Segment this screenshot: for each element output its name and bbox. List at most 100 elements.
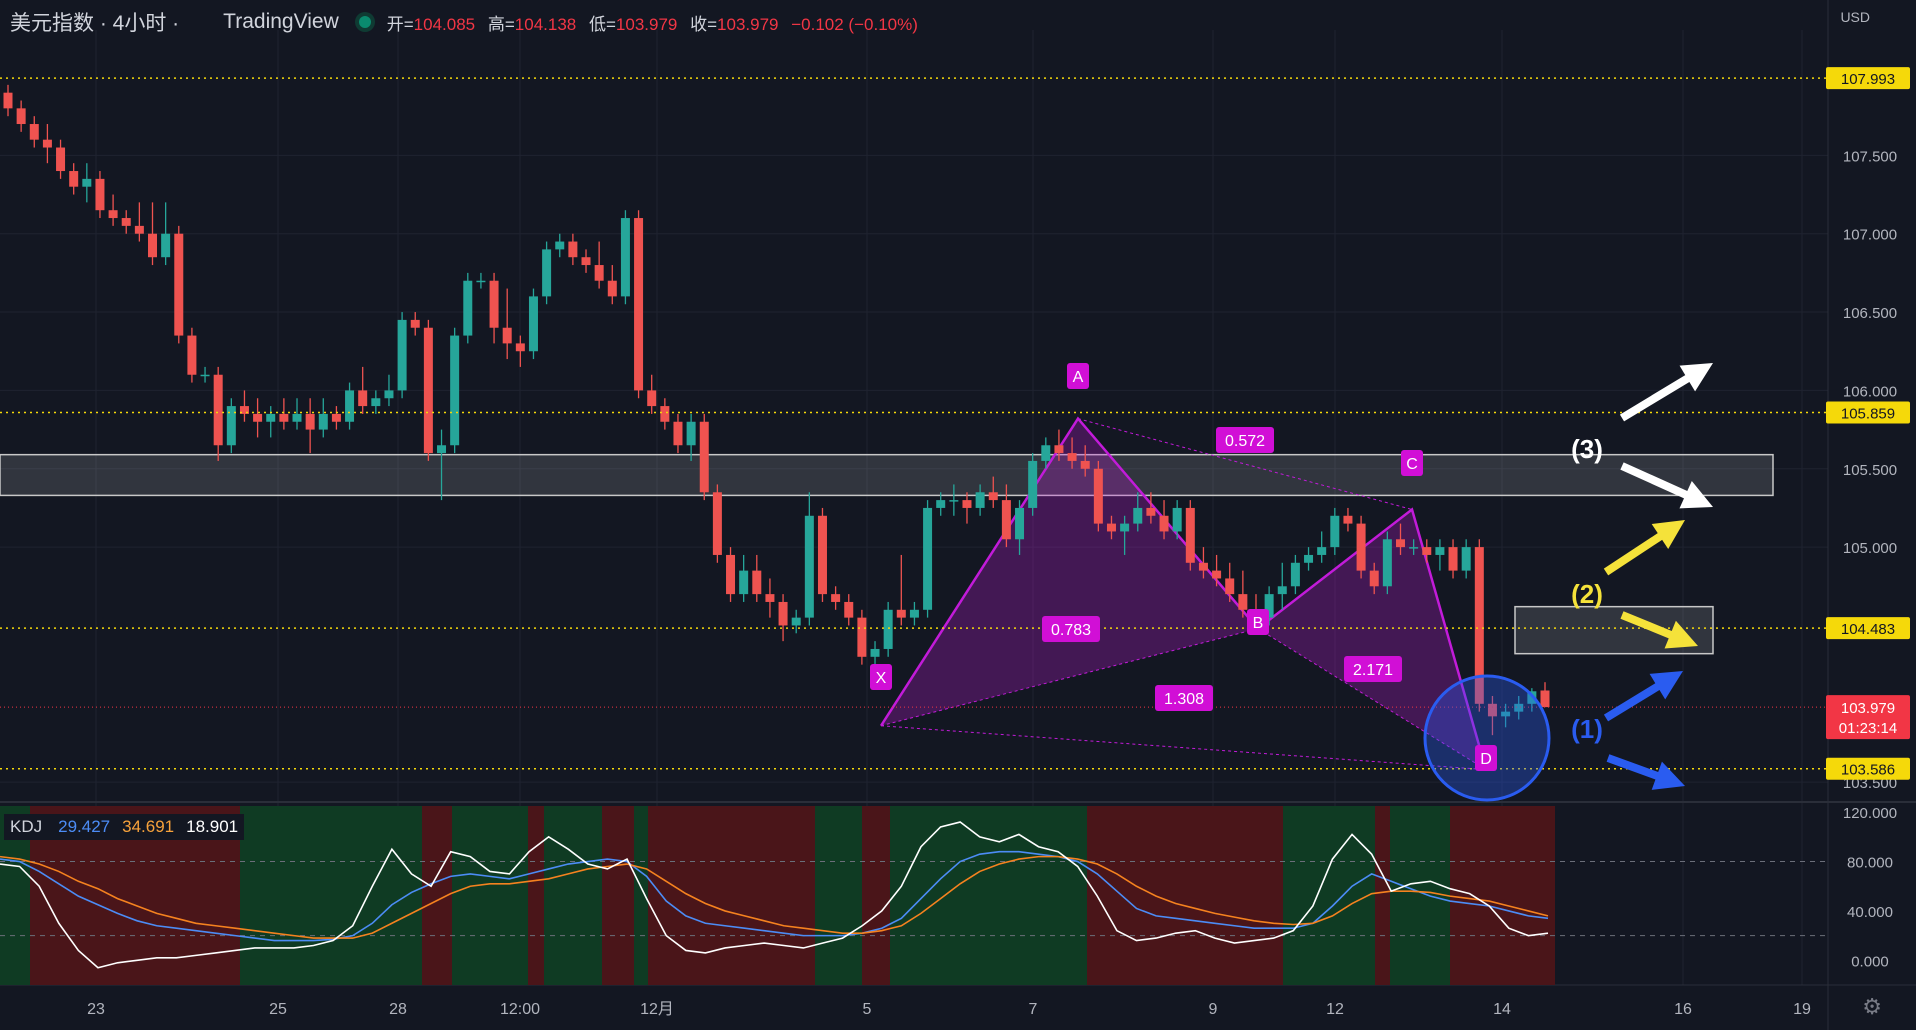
candle-body [1015,507,1025,540]
candle-body [1264,594,1274,618]
candle-body [1435,547,1445,555]
kdj-tick-label: 40.000 [1847,904,1893,921]
pattern-ratio-line [1077,418,1413,510]
kdj-tick-label: 120.000 [1843,805,1897,822]
ratio-xd-box [1155,685,1213,711]
resistance-zone-upper [0,453,1774,497]
candle-body [1501,711,1511,717]
market-status-icon [358,16,371,28]
candle-body [29,124,39,140]
kdj-zone-bear [648,806,815,985]
kdj-d-value: 34.691 [122,817,175,836]
candle-body [69,171,79,187]
price-label-top-box [1826,67,1910,90]
candle-body [660,406,670,422]
kdj-zone-bear [1450,806,1555,985]
candle-body [1540,690,1550,708]
candle-body [1487,703,1497,717]
ratio-xb: 0.783 [1051,622,1091,639]
label-a: A [1073,369,1084,386]
label-x: X [876,670,887,687]
candle-body [108,210,118,219]
candle-body [253,413,263,422]
candlestick-series [3,84,1550,736]
currency-selector[interactable]: USD [1840,9,1870,25]
settings-gear-icon[interactable]: ⚙ [1862,994,1882,1019]
kdj-zone-bull [544,806,602,985]
time-tick-label: 14 [1493,1001,1511,1018]
candle-body [161,233,171,258]
candle-body [1448,547,1458,571]
kdj-zone-bear [1375,806,1390,985]
candle-body [1041,445,1051,461]
time-tick-label: 25 [269,1001,287,1018]
candle-body [121,218,131,226]
time-tick-label: 19 [1793,1001,1811,1018]
candle-body [1474,547,1484,704]
candle-body [1290,562,1300,587]
time-tick-label: 12月 [640,1001,674,1018]
time-tick-label: 23 [87,1001,105,1018]
candle-body [1133,507,1143,524]
candle-body [1395,539,1405,548]
ratio-bd: 2.171 [1353,662,1393,679]
candle-body [16,108,26,125]
kdj-line-k [0,850,1549,942]
candle-body [1461,547,1471,571]
candle-body [489,280,499,328]
price-label-mid-box [1826,401,1910,424]
kdj-zone-bull [815,806,862,985]
candle-body [673,421,683,446]
candle-body [134,225,144,234]
pattern-triangle-xab [881,418,1258,726]
candle-body [1106,523,1116,532]
candle-body [174,233,184,336]
price-label-level2-box [1826,617,1910,640]
kdj-title: KDJ [10,817,43,836]
resistance-zones [0,453,1774,655]
candle-body [266,413,276,422]
price-axis: 107.500 107.000 106.500 106.000 105.500 105.0… [1826,67,1910,970]
candle-body [187,335,197,375]
candle-body [1067,453,1077,461]
candle-body [410,319,420,328]
time-axis: 23 25 28 12:00 12月 5 7 9 12 14 16 19 [87,1001,1811,1018]
price-tick-label: 105.500 [1843,462,1897,479]
label-c-box [1401,450,1423,476]
candle-body [95,178,105,211]
candle-body [765,594,775,602]
candle-body [1198,562,1208,571]
pattern-ratio-line [880,725,1487,771]
candle-body [1185,507,1195,563]
candle-body [423,327,433,454]
arrow-up-white-icon [1619,363,1713,422]
source-name: TradingView [223,10,339,33]
price-tick-label: 107.000 [1843,227,1897,244]
symbol-title[interactable]: 美元指数 · 4小时 · [10,12,180,35]
ratio-bd-box [1344,656,1402,682]
kdj-legend[interactable]: KDJ 29.427 34.691 18.901 [4,814,245,840]
candle-body [1277,586,1287,595]
candle-body [804,515,814,618]
label-x-box [870,664,892,690]
ratio-ab: 0.572 [1225,433,1265,450]
candle-body [226,406,236,446]
candle-body [371,398,381,407]
kdj-line-j [0,821,1549,969]
time-tick-label: 12 [1326,1001,1344,1018]
close-value: 103.979 [717,14,779,34]
candle-body [82,178,92,187]
arrow-up-yellow-icon [1603,520,1685,576]
kdj-zone-bear [862,806,890,985]
candle-body [279,413,289,422]
time-tick-label: 5 [863,1001,872,1018]
label-b-box [1247,609,1269,635]
candle-body [726,554,736,595]
time-tick-label: 7 [1029,1001,1038,1018]
kdj-tick-label: 80.000 [1847,855,1893,872]
candle-body [437,445,447,454]
kdj-lines [0,821,1549,969]
candle-body [883,609,893,649]
candle-body [515,343,525,352]
